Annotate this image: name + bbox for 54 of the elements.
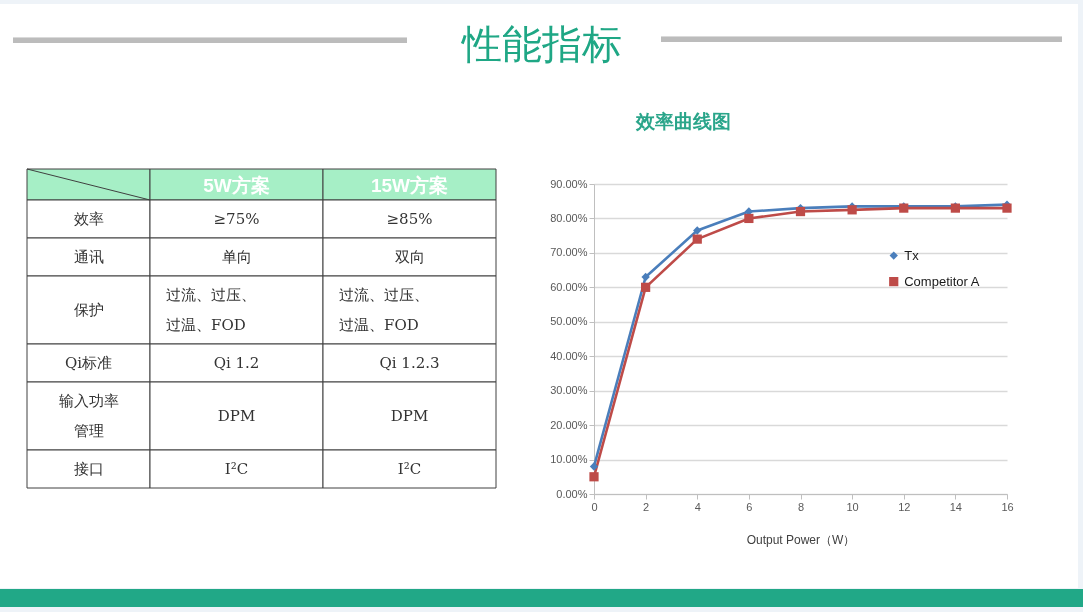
category-label: 5W方案 xyxy=(203,174,270,196)
legend-label: Tx xyxy=(904,247,920,263)
point xyxy=(589,462,599,471)
x-axis-title: Output Power（W） xyxy=(746,532,856,547)
x-tick-label: 6 xyxy=(746,500,753,513)
point xyxy=(693,226,702,235)
x-tick-label: 14 xyxy=(949,500,962,513)
y-tick-label: 30.00% xyxy=(550,384,588,397)
text: ≥85% xyxy=(386,210,433,228)
x-tick-label: 8 xyxy=(797,500,805,513)
y-tick-label: 80.00% xyxy=(550,211,588,224)
text: ≥75% xyxy=(213,210,260,228)
y-tick-label: 0.00% xyxy=(556,487,588,500)
x-tick-label: 16 xyxy=(1001,500,1014,513)
legend-label: Competitor A xyxy=(904,273,980,289)
x-tick-label: 12 xyxy=(898,500,911,513)
x-tick-label: 4 xyxy=(694,500,701,513)
text: Qi 1.2 xyxy=(213,354,260,372)
chart-title: 效率曲线图 xyxy=(635,111,731,132)
point xyxy=(1002,203,1012,213)
point xyxy=(641,272,650,282)
point xyxy=(692,234,702,244)
text: DPM xyxy=(390,407,429,425)
category-label: 接口 xyxy=(73,460,104,478)
x-tick-label: 2 xyxy=(643,500,650,513)
category-label: 效率 xyxy=(73,210,104,228)
point xyxy=(795,206,806,217)
y-tick-label: 70.00% xyxy=(550,246,588,259)
point xyxy=(744,213,754,224)
text: Qi 1.2.3 xyxy=(379,354,440,372)
y-tick-label: 20.00% xyxy=(550,418,588,431)
category-label: 保护 xyxy=(73,301,104,319)
text: I²C xyxy=(397,460,422,478)
category-label: 输入功率管理 xyxy=(58,392,119,440)
point xyxy=(847,205,857,215)
x-tick-label: 10 xyxy=(846,500,859,513)
category-label: 15W方案 xyxy=(370,174,449,196)
y-tick-label: 50.00% xyxy=(550,315,588,328)
text: 过流、过压、过温、FOD xyxy=(339,286,429,334)
y-tick-label: 40.00% xyxy=(550,349,588,362)
y-tick-label: 60.00% xyxy=(550,280,588,293)
category-label: 通讯 xyxy=(73,248,104,266)
category-label: Qi标准 xyxy=(64,354,113,372)
y-tick-label: 10.00% xyxy=(550,453,588,466)
text: 双向 xyxy=(394,248,425,266)
text: 单向 xyxy=(221,248,252,266)
text: 过流、过压、过温、FOD xyxy=(166,286,256,334)
point xyxy=(641,282,651,292)
point xyxy=(589,472,599,482)
y-tick-label: 90.00% xyxy=(550,177,588,190)
text: 性能指标 xyxy=(461,21,622,67)
text: I²C xyxy=(224,460,249,478)
text: DPM xyxy=(217,407,256,425)
x-tick-label: 0 xyxy=(591,500,598,513)
